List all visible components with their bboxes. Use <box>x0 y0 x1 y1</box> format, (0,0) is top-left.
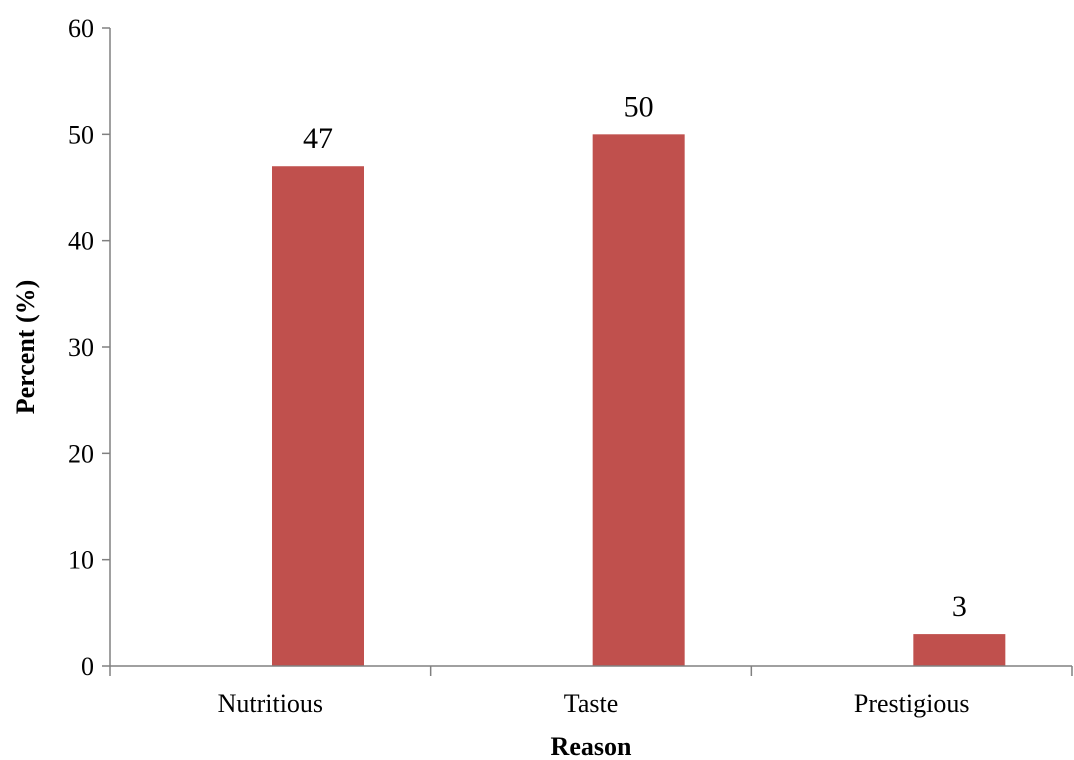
y-tick-label: 50 <box>68 120 94 149</box>
y-axis-title: Percent (%) <box>11 280 40 415</box>
data-label: 47 <box>303 122 333 155</box>
category-label: Nutritious <box>218 689 323 718</box>
x-axis-title: Reason <box>551 732 632 760</box>
y-tick-label: 20 <box>68 439 94 468</box>
y-tick-label: 30 <box>68 333 94 362</box>
bars <box>272 134 1006 667</box>
y-axis-ticks: 0 10 20 30 40 50 60 <box>68 14 110 681</box>
bar-taste <box>592 134 685 667</box>
y-tick-label: 60 <box>68 14 94 43</box>
y-tick-label: 40 <box>68 227 94 256</box>
category-label: Taste <box>564 689 619 718</box>
data-label: 3 <box>952 590 967 623</box>
category-label: Prestigious <box>854 689 970 718</box>
data-label: 50 <box>624 90 654 123</box>
y-tick-label: 10 <box>68 546 94 575</box>
x-axis-ticks <box>109 666 1073 676</box>
category-labels: Nutritious Taste Prestigious <box>218 689 970 718</box>
bar-nutritious <box>272 166 364 666</box>
bar-prestigious <box>913 634 1006 666</box>
y-tick-label: 0 <box>81 652 94 681</box>
data-labels: 47 50 3 <box>303 90 967 623</box>
